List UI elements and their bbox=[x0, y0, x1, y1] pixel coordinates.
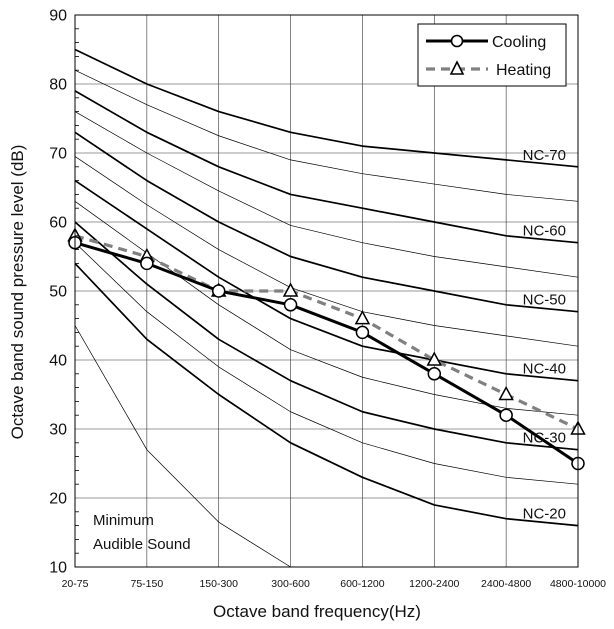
heating-point bbox=[426, 351, 443, 366]
legend: Cooling Heating bbox=[417, 23, 567, 87]
legend-cooling-label: Cooling bbox=[492, 34, 546, 51]
nc-curve bbox=[74, 111, 579, 278]
heating-line bbox=[74, 234, 579, 431]
cooling-point bbox=[140, 256, 154, 271]
y-tick-label: 10 bbox=[49, 560, 67, 577]
legend-cooling-marker bbox=[450, 34, 464, 48]
nc-curve bbox=[74, 242, 579, 485]
cooling-point bbox=[427, 367, 442, 381]
cooling-point bbox=[283, 298, 298, 312]
nc-curve-label: NC-60 bbox=[523, 223, 566, 240]
x-tick-label: 1200-2400 bbox=[409, 578, 459, 590]
y-tick-label: 90 bbox=[49, 8, 67, 25]
nc-curve bbox=[74, 179, 579, 382]
nc-curve-label: NC-50 bbox=[523, 292, 566, 309]
nc-curve-label: NC-20 bbox=[523, 506, 566, 523]
nc-curve bbox=[74, 201, 579, 416]
y-axis-label: Octave band sound pressure level (dB) bbox=[8, 145, 27, 440]
x-tick-label: 75-150 bbox=[131, 578, 164, 590]
x-tick-label: 300-600 bbox=[271, 578, 310, 590]
nc-curves bbox=[74, 48, 579, 568]
x-tick-label: 600-1200 bbox=[340, 578, 385, 590]
nc-curve bbox=[74, 156, 579, 347]
y-tick-label: 60 bbox=[49, 215, 67, 232]
nc-curve bbox=[74, 221, 579, 451]
nc-curve-label: NC-40 bbox=[523, 361, 566, 378]
nc-curve bbox=[74, 131, 579, 313]
nc-curve-label: NC-70 bbox=[523, 147, 566, 164]
plot-frame bbox=[74, 14, 579, 568]
y-tick-label: 40 bbox=[49, 353, 67, 370]
x-axis-label: Octave band frequency(Hz) bbox=[213, 602, 421, 621]
legend-box bbox=[417, 23, 567, 87]
x-tick-label: 20-75 bbox=[62, 578, 89, 590]
x-axis-ticks: 20-75 75-150 150-300 300-600 600-1200 1200-24… bbox=[62, 578, 607, 590]
nc-curve bbox=[74, 90, 579, 244]
data-series bbox=[67, 227, 586, 471]
cooling-line bbox=[74, 241, 579, 465]
nc-curve bbox=[74, 262, 579, 527]
legend-heating-marker bbox=[449, 60, 465, 75]
x-tick-label: 4800-10000 bbox=[550, 578, 606, 590]
y-tick-label: 80 bbox=[49, 77, 67, 94]
annotation-line-1: Minimum bbox=[93, 512, 154, 529]
y-tick-label: 70 bbox=[49, 146, 67, 163]
cooling-point bbox=[355, 325, 370, 340]
grid-lines bbox=[75, 15, 578, 567]
y-tick-label: 30 bbox=[49, 422, 67, 439]
heating-point bbox=[282, 282, 299, 297]
cooling-point bbox=[211, 284, 226, 298]
nc-curve bbox=[74, 69, 579, 202]
annotation-line-2: Audible Sound bbox=[93, 536, 191, 553]
nc-curve bbox=[74, 48, 579, 168]
nc-curve-labels: NC-70 NC-60 NC-50 NC-40 NC-30 NC-20 bbox=[523, 147, 566, 523]
x-tick-label: 2400-4800 bbox=[481, 578, 531, 590]
y-tick-label: 50 bbox=[49, 284, 67, 301]
y-tick-label: 20 bbox=[49, 491, 67, 508]
nc-curve-label: NC-30 bbox=[523, 430, 566, 447]
nc-curve bbox=[74, 325, 291, 568]
y-axis-ticks: 10 20 30 40 50 60 70 80 90 bbox=[49, 8, 79, 577]
cooling-point bbox=[499, 408, 513, 422]
heating-point bbox=[354, 310, 371, 325]
x-tick-label: 150-300 bbox=[199, 578, 238, 590]
legend-heating-label: Heating bbox=[496, 62, 551, 79]
heating-point bbox=[498, 385, 514, 401]
